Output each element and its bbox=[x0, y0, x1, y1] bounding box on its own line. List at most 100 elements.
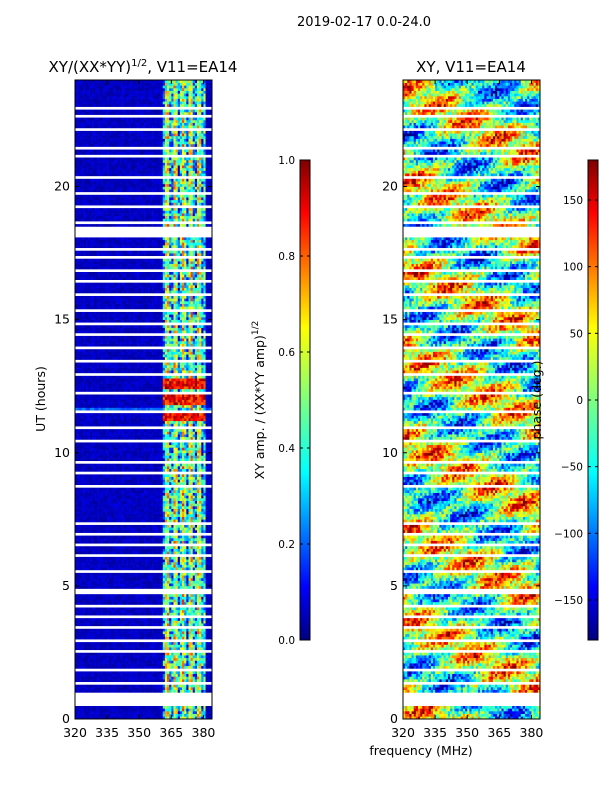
heat-cell bbox=[115, 585, 119, 589]
heat-cell bbox=[122, 487, 125, 491]
heat-cell bbox=[96, 503, 99, 507]
heat-cell bbox=[115, 545, 119, 549]
heat-cell bbox=[177, 716, 181, 719]
heat-cell bbox=[117, 474, 121, 478]
heat-cell bbox=[122, 599, 125, 603]
heat-cell bbox=[175, 540, 179, 544]
heat-cell bbox=[201, 660, 204, 664]
heat-cell bbox=[77, 577, 80, 581]
heat-cell bbox=[96, 548, 99, 552]
heat-cell bbox=[190, 511, 194, 515]
heat-cell bbox=[104, 551, 108, 555]
heat-cell bbox=[149, 607, 153, 611]
heat-cell bbox=[188, 620, 191, 624]
heat-cell bbox=[113, 479, 116, 483]
heat-cell bbox=[115, 705, 119, 709]
heat-cell bbox=[134, 548, 138, 552]
heat-cell bbox=[143, 479, 146, 483]
heat-cell bbox=[147, 708, 151, 712]
heat-cell bbox=[141, 482, 144, 485]
heat-cell bbox=[134, 575, 138, 579]
heat-cell bbox=[169, 500, 172, 504]
heat-cell bbox=[117, 596, 121, 600]
heat-cell bbox=[128, 551, 131, 555]
heat-cell bbox=[197, 612, 200, 616]
heat-cell bbox=[179, 705, 183, 709]
heat-cell bbox=[83, 660, 87, 664]
heat-cell bbox=[156, 545, 159, 549]
heat-cell bbox=[149, 705, 153, 709]
heat-cell bbox=[182, 652, 185, 656]
heat-cell bbox=[141, 705, 144, 709]
heat-cell bbox=[111, 593, 114, 597]
heat-cell bbox=[149, 540, 153, 544]
heat-cell bbox=[128, 716, 131, 719]
heat-cell bbox=[205, 487, 209, 491]
heat-cell bbox=[164, 572, 168, 576]
heat-cell bbox=[190, 529, 194, 533]
heat-cell bbox=[158, 516, 161, 520]
heat-cell bbox=[92, 580, 95, 584]
heat-cell bbox=[152, 687, 155, 691]
heat-cell bbox=[139, 452, 142, 456]
heat-cell bbox=[139, 655, 142, 659]
heat-cell bbox=[149, 689, 153, 693]
heat-cell bbox=[102, 631, 106, 635]
heat-cell bbox=[169, 620, 172, 624]
heat-cell bbox=[92, 583, 95, 587]
heat-cell bbox=[100, 559, 104, 563]
heat-cell bbox=[201, 607, 204, 611]
heat-cell bbox=[160, 572, 164, 576]
heat-cell bbox=[190, 673, 194, 677]
heat-cell bbox=[92, 612, 95, 616]
heat-cell bbox=[209, 463, 212, 467]
heat-cell bbox=[109, 567, 112, 571]
heat-cell bbox=[102, 561, 106, 565]
heat-cell bbox=[209, 540, 212, 544]
heat-cell bbox=[143, 548, 146, 552]
heat-cell bbox=[160, 559, 164, 563]
heat-cell bbox=[75, 561, 78, 565]
heat-cell bbox=[126, 665, 129, 669]
heat-cell bbox=[171, 519, 174, 523]
heat-cell bbox=[137, 716, 140, 719]
heat-cell bbox=[184, 705, 187, 709]
heat-cell bbox=[94, 708, 97, 712]
heat-cell bbox=[92, 545, 95, 549]
heat-cell bbox=[182, 623, 185, 627]
heat-cell bbox=[111, 511, 114, 515]
heat-cell bbox=[192, 548, 196, 552]
heat-cell bbox=[164, 593, 168, 597]
heat-cell bbox=[132, 601, 136, 605]
heat-cell bbox=[149, 548, 153, 552]
heat-cell bbox=[149, 508, 153, 512]
heat-cell bbox=[179, 572, 183, 576]
heat-cell bbox=[190, 636, 194, 640]
heat-cell bbox=[199, 599, 202, 603]
heat-cell bbox=[117, 631, 121, 635]
heat-cell bbox=[167, 575, 170, 579]
heat-cell bbox=[156, 657, 159, 661]
heat-cell bbox=[126, 689, 129, 693]
heat-cell bbox=[119, 548, 123, 552]
heat-cell bbox=[152, 609, 155, 613]
heat-cell bbox=[126, 463, 129, 467]
heat-cell bbox=[139, 490, 142, 493]
heat-cell bbox=[83, 524, 87, 528]
heat-cell bbox=[203, 511, 206, 515]
heat-cell bbox=[117, 599, 121, 603]
heat-cell bbox=[94, 474, 97, 478]
heat-cell bbox=[171, 545, 174, 549]
heat-cell bbox=[177, 545, 181, 549]
heat-cell bbox=[139, 511, 142, 515]
heat-cell bbox=[96, 535, 99, 539]
heat-cell bbox=[141, 647, 144, 651]
heat-cell bbox=[81, 607, 84, 611]
heat-cell bbox=[207, 466, 211, 470]
heat-cell bbox=[175, 463, 179, 467]
heat-cell bbox=[124, 708, 127, 712]
heat-cell bbox=[209, 601, 212, 605]
heat-cell bbox=[179, 580, 183, 584]
heat-cell bbox=[81, 516, 84, 520]
heat-cell bbox=[188, 676, 191, 680]
